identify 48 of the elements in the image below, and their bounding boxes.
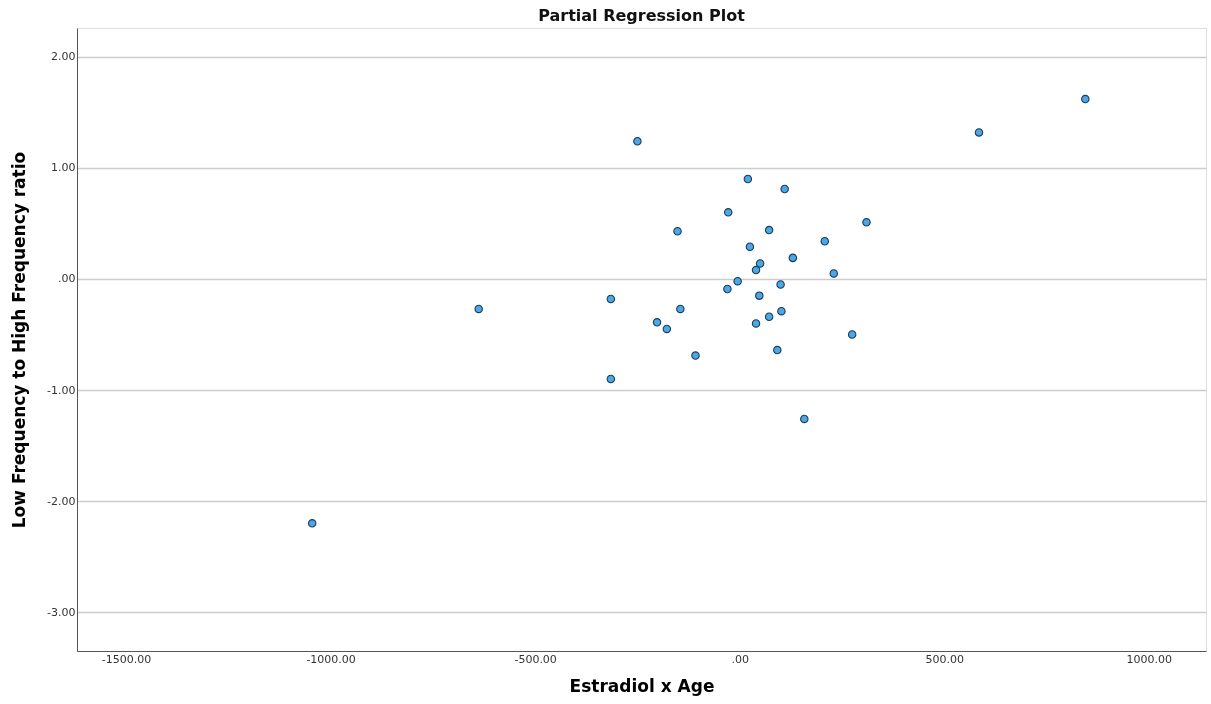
point [633, 137, 642, 146]
point [652, 318, 662, 327]
point [800, 414, 809, 424]
point [780, 184, 789, 194]
y-tick-label: 1.00 [51, 161, 76, 175]
point [307, 519, 317, 528]
point [755, 291, 764, 300]
point [723, 284, 732, 294]
point [820, 236, 830, 246]
y-axis-title: Low Frequency to High Frequency ratio [9, 151, 30, 529]
point [776, 280, 785, 289]
point [764, 312, 774, 321]
point [974, 128, 984, 137]
point [829, 269, 839, 278]
point [751, 265, 761, 275]
x-tick-label: -500.00 [514, 652, 557, 666]
point [676, 304, 685, 314]
point [764, 225, 774, 235]
point [745, 242, 755, 252]
x-tick-label: -1000.00 [306, 652, 356, 666]
y-tick-label: -3.00 [47, 605, 76, 619]
point [788, 253, 798, 263]
point [862, 218, 871, 227]
point [673, 226, 682, 236]
x-tick-label: 500.00 [925, 652, 964, 666]
y-tick-label: -1.00 [47, 383, 76, 397]
point [474, 304, 483, 314]
point [755, 259, 765, 268]
point [662, 324, 672, 334]
point [606, 374, 616, 384]
point [723, 208, 733, 217]
x-tick-label: 1000.00 [1126, 652, 1172, 666]
y-tick-label: -2.00 [47, 494, 76, 508]
chart-title: Partial Regression Plot [538, 6, 746, 25]
y-tick-label: 2.00 [51, 50, 76, 64]
point [743, 174, 753, 184]
point [606, 294, 616, 304]
point [751, 319, 761, 328]
point [1081, 94, 1090, 104]
point [773, 345, 782, 355]
point [691, 351, 700, 360]
point [777, 306, 786, 316]
point [847, 330, 857, 339]
y-tick-label: .00 [58, 272, 76, 286]
x-axis-title: Estradiol x Age [569, 675, 715, 696]
point [733, 276, 742, 286]
x-tick-label: .00 [731, 652, 749, 666]
x-tick-label: -1500.00 [101, 652, 152, 666]
